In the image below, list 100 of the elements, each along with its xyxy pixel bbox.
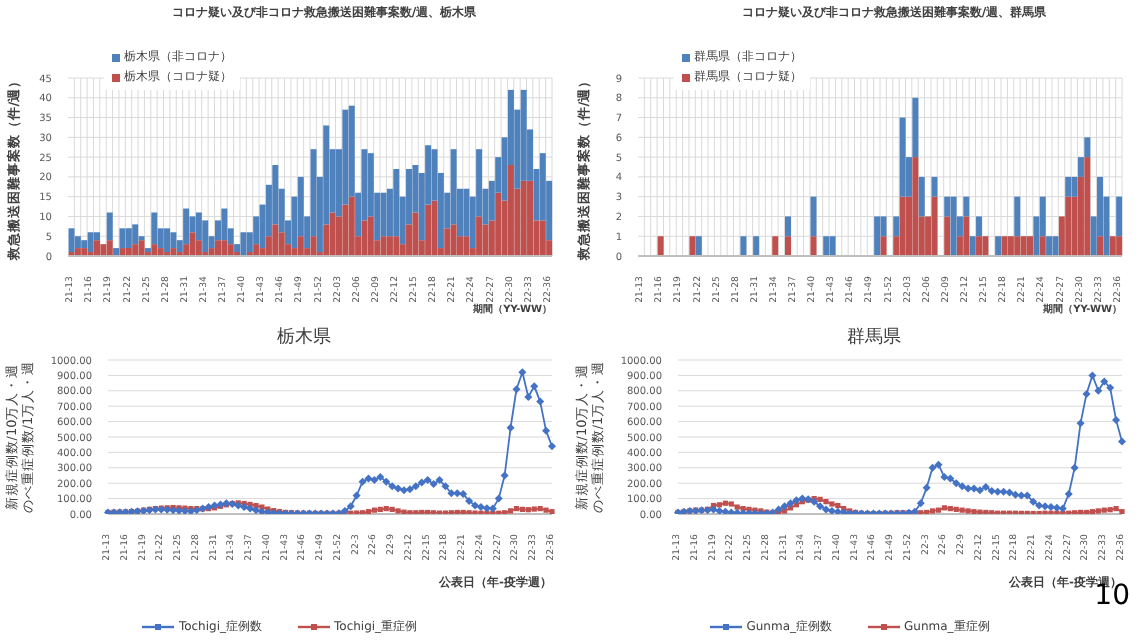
bar xyxy=(1077,157,1084,177)
bar xyxy=(221,208,228,241)
bar xyxy=(93,240,100,256)
bar xyxy=(918,176,925,217)
bar xyxy=(425,204,432,256)
bar xyxy=(899,117,906,197)
bar xyxy=(695,236,702,256)
bar xyxy=(393,168,400,237)
bar xyxy=(367,216,374,256)
bar xyxy=(1014,236,1021,256)
bar xyxy=(170,232,177,249)
bar xyxy=(214,240,221,256)
bar xyxy=(1026,236,1033,256)
bar xyxy=(444,228,451,256)
bar xyxy=(753,236,760,256)
bar xyxy=(931,176,938,197)
bar xyxy=(151,212,158,245)
bar xyxy=(348,196,355,256)
bar xyxy=(189,232,196,256)
bar xyxy=(740,236,747,256)
bar xyxy=(1097,236,1104,256)
bar xyxy=(393,236,400,256)
bar xyxy=(982,236,989,256)
chart-title: 群馬県 xyxy=(845,325,903,352)
bar xyxy=(240,232,247,256)
bar xyxy=(1007,236,1014,256)
bar xyxy=(183,208,190,245)
bar xyxy=(476,216,483,256)
bar xyxy=(342,204,349,256)
bar xyxy=(944,216,951,256)
bar xyxy=(386,236,393,256)
bar xyxy=(1052,236,1059,256)
bar xyxy=(976,236,983,256)
bar xyxy=(969,236,976,256)
bar xyxy=(125,228,132,249)
bar xyxy=(995,236,1002,256)
bar xyxy=(87,232,94,253)
bar xyxy=(810,236,817,256)
bar xyxy=(976,216,983,237)
bar xyxy=(539,220,546,256)
bar xyxy=(772,236,779,256)
bar xyxy=(361,220,368,256)
bar xyxy=(310,236,317,256)
bar xyxy=(138,240,145,256)
bar xyxy=(893,216,900,237)
bar xyxy=(657,236,664,256)
chart-title: 栃木県 xyxy=(275,325,333,352)
bar xyxy=(132,224,139,245)
bar xyxy=(1071,176,1078,197)
bar xyxy=(100,244,107,256)
bar xyxy=(132,244,139,256)
bar xyxy=(164,228,171,253)
bar xyxy=(74,236,81,249)
bar xyxy=(195,240,202,256)
bar xyxy=(912,97,919,158)
bar xyxy=(963,196,970,217)
bar xyxy=(784,236,791,256)
bar xyxy=(463,236,470,256)
bar xyxy=(1084,157,1091,256)
bar xyxy=(297,236,304,256)
bar xyxy=(520,180,527,256)
bar xyxy=(450,224,457,256)
bar xyxy=(950,196,957,256)
bar xyxy=(68,228,75,253)
bar xyxy=(912,157,919,256)
bar xyxy=(1116,196,1123,237)
bar xyxy=(227,244,234,256)
bar xyxy=(527,180,534,256)
bar xyxy=(1020,236,1027,256)
bar xyxy=(106,212,113,241)
bar xyxy=(784,216,791,237)
bar xyxy=(119,228,126,249)
bar xyxy=(810,196,817,237)
bar xyxy=(202,220,209,253)
bar xyxy=(412,212,419,256)
bar xyxy=(380,192,387,237)
bar xyxy=(221,240,228,256)
bar xyxy=(1116,236,1123,256)
bar xyxy=(329,212,336,256)
bar xyxy=(278,232,285,256)
bar xyxy=(482,224,489,256)
bar xyxy=(1109,236,1116,256)
bar xyxy=(151,244,158,256)
bar xyxy=(899,196,906,256)
bar xyxy=(1065,196,1072,256)
bar xyxy=(963,216,970,256)
bar xyxy=(106,240,113,256)
bar xyxy=(507,165,514,256)
bar xyxy=(1039,236,1046,256)
bar xyxy=(1014,196,1021,237)
bar xyxy=(272,224,279,256)
bar xyxy=(253,244,260,256)
bar xyxy=(81,240,88,249)
bar xyxy=(1001,236,1008,256)
bar xyxy=(520,89,527,181)
bar xyxy=(931,196,938,256)
bar xyxy=(1065,176,1072,197)
bar xyxy=(880,236,887,256)
bar xyxy=(1046,236,1053,256)
bar xyxy=(431,200,438,256)
